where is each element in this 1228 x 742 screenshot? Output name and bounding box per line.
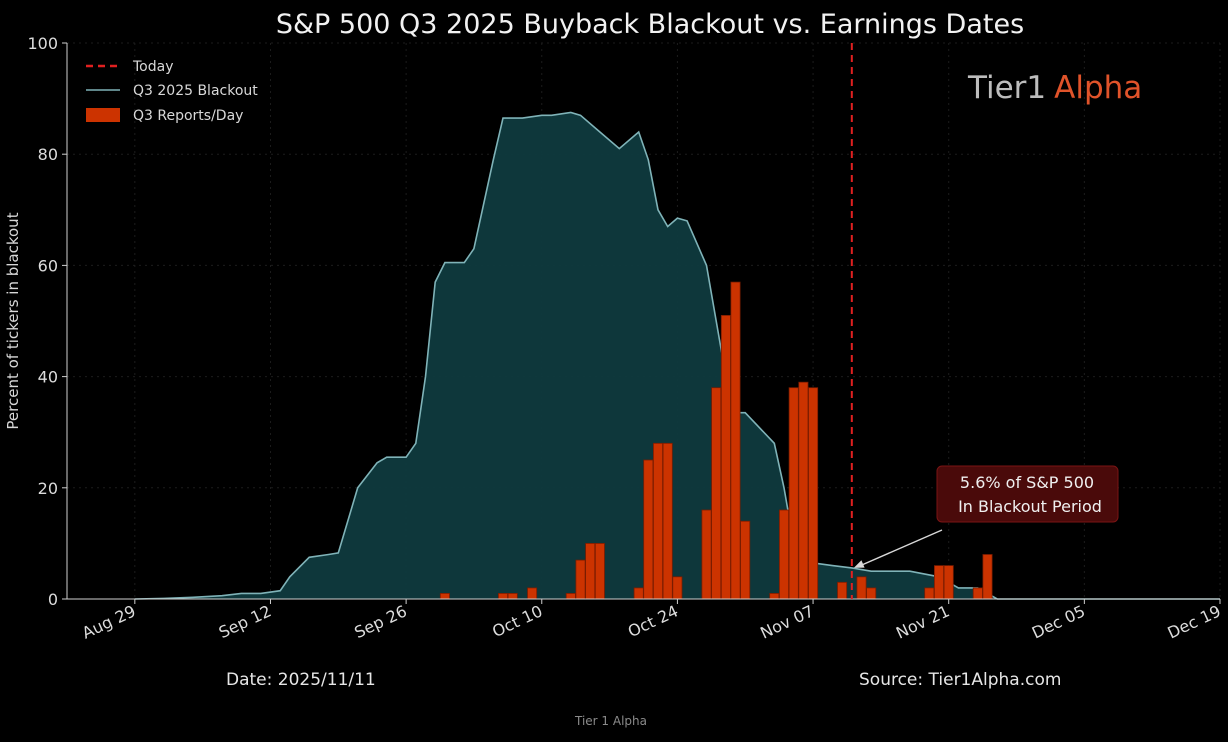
report-bar (740, 520, 751, 600)
footer-source: Source: Tier1Alpha.com (859, 670, 1061, 690)
x-tick-label: Nov 21 (893, 601, 952, 642)
x-tick-label: Sep 26 (351, 601, 409, 642)
report-bar (585, 543, 596, 600)
report-bar (837, 581, 848, 600)
report-bar (788, 387, 799, 600)
report-bar (653, 442, 664, 600)
brand-name-part2: Alpha (1054, 70, 1142, 106)
report-bar (720, 314, 731, 600)
report-bar (730, 281, 741, 600)
y-tick-label: 100 (27, 34, 58, 53)
annotation-box (936, 465, 1119, 523)
report-bar (575, 559, 586, 600)
legend-blackout-label: Q3 2025 Blackout (133, 83, 258, 99)
annotation-line-1: 5.6% of S&P 500 (960, 473, 1094, 492)
report-bar (672, 576, 683, 600)
brand-logo: Tier1 Alpha (967, 70, 1142, 106)
report-bar (934, 565, 945, 600)
report-bar (943, 565, 954, 600)
report-bar (701, 509, 712, 600)
annotation-line-2: In Blackout Period (958, 497, 1102, 516)
brand-logo-text: Tier1 Alpha (967, 70, 1142, 106)
blackout-series-line (134, 111, 1220, 600)
x-tick-label: Dec 19 (1165, 601, 1224, 642)
report-bar (779, 509, 790, 600)
report-bar (769, 593, 780, 600)
x-tick-label: Sep 12 (216, 601, 274, 642)
report-bar (565, 593, 576, 600)
annotation-arrow-head (853, 560, 865, 568)
report-bar (633, 587, 644, 600)
legend-today-label: Today (132, 59, 174, 75)
x-tick-label: Dec 05 (1029, 601, 1088, 642)
y-tick-label: 60 (38, 256, 58, 275)
report-bar (439, 593, 450, 600)
report-bar (507, 593, 518, 600)
blackout-annotation: 5.6% of S&P 500 In Blackout Period (853, 465, 1119, 568)
report-bar (982, 554, 993, 600)
report-bar (527, 587, 538, 600)
footer-watermark: Tier 1 Alpha (574, 714, 647, 728)
legend-reports-swatch (86, 108, 120, 122)
x-tick-label: Aug 29 (79, 601, 138, 642)
area-layer (134, 111, 1220, 600)
report-bar (643, 459, 654, 600)
chart-title: S&P 500 Q3 2025 Buyback Blackout vs. Ear… (276, 9, 1024, 40)
report-bar (594, 543, 605, 600)
report-bar (924, 587, 935, 600)
x-tick-label: Oct 10 (489, 601, 545, 641)
report-bar (711, 387, 722, 600)
y-tick-label: 20 (38, 479, 58, 498)
y-axis-label: Percent of tickers in blackout (4, 212, 22, 429)
report-bar (497, 593, 508, 600)
legend-reports-label: Q3 Reports/Day (133, 108, 243, 124)
x-tick-label: Nov 07 (757, 601, 816, 642)
report-bar (808, 387, 819, 600)
report-bar (972, 587, 983, 600)
y-tick-label: 80 (38, 145, 58, 164)
blackout-area-fill (134, 112, 1220, 599)
annotation-arrow (859, 529, 943, 567)
brand-name-part1: Tier1 (967, 70, 1046, 106)
report-bar (866, 587, 877, 600)
footer-date: Date: 2025/11/11 (226, 670, 376, 690)
report-bar (662, 442, 673, 600)
report-bar (798, 381, 809, 600)
x-tick-label: Oct 24 (625, 601, 681, 641)
y-tick-label: 0 (48, 590, 58, 609)
report-bar (856, 576, 867, 600)
legend: Today Q3 2025 Blackout Q3 Reports/Day (86, 59, 258, 124)
y-tick-label: 40 (38, 368, 58, 387)
